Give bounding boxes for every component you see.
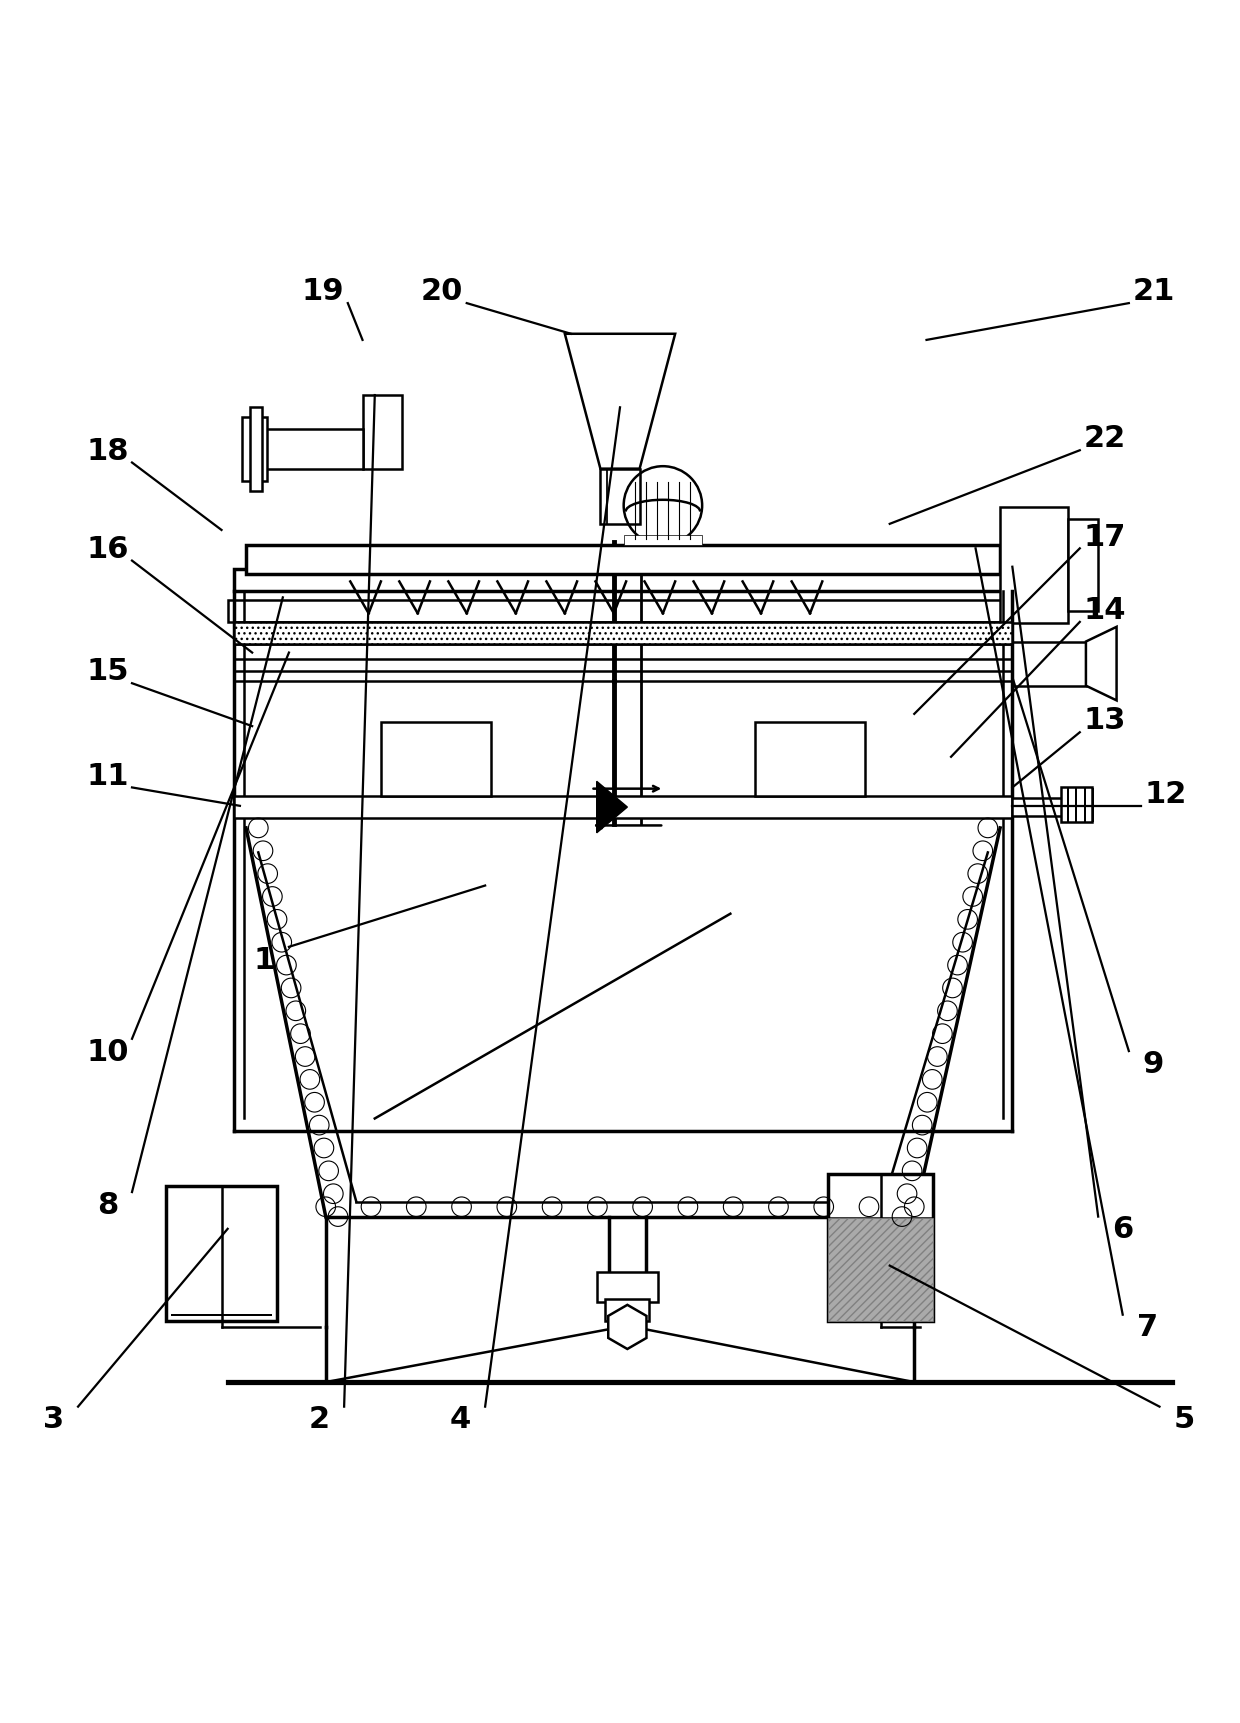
- Bar: [624, 536, 702, 546]
- Bar: [228, 601, 1018, 622]
- Text: 20: 20: [422, 277, 464, 307]
- Text: 22: 22: [1084, 424, 1126, 453]
- Polygon shape: [565, 334, 675, 469]
- Bar: [264, 431, 362, 469]
- Bar: [381, 724, 491, 796]
- Bar: [596, 1272, 658, 1303]
- Text: 10: 10: [87, 1037, 129, 1067]
- Text: 17: 17: [1083, 522, 1126, 551]
- Text: 19: 19: [303, 277, 345, 307]
- Bar: [1012, 799, 1074, 817]
- Bar: [242, 419, 267, 482]
- Bar: [828, 1218, 932, 1322]
- Bar: [1001, 507, 1068, 624]
- Text: 1: 1: [254, 944, 275, 973]
- Polygon shape: [596, 782, 627, 834]
- Text: 4: 4: [450, 1404, 471, 1434]
- Bar: [605, 1299, 650, 1322]
- Text: 7: 7: [1137, 1313, 1158, 1342]
- Text: 8: 8: [97, 1191, 118, 1220]
- Text: 11: 11: [87, 762, 129, 791]
- Text: 15: 15: [87, 656, 129, 686]
- Text: 16: 16: [87, 534, 129, 563]
- Text: 2: 2: [309, 1404, 330, 1434]
- Polygon shape: [1086, 627, 1116, 701]
- Bar: [234, 570, 1012, 593]
- Text: 3: 3: [43, 1404, 64, 1434]
- Bar: [600, 469, 640, 524]
- Bar: [1061, 787, 1092, 822]
- Text: 13: 13: [1083, 706, 1126, 736]
- Bar: [249, 408, 262, 491]
- Text: 12: 12: [1145, 779, 1187, 808]
- Bar: [234, 622, 1012, 644]
- Bar: [1012, 643, 1086, 686]
- Bar: [246, 546, 1001, 575]
- Text: 6: 6: [1112, 1215, 1133, 1244]
- Text: 5: 5: [1173, 1404, 1194, 1434]
- Text: 18: 18: [87, 436, 129, 465]
- Text: 9: 9: [1143, 1049, 1164, 1079]
- Bar: [362, 396, 402, 469]
- Bar: [828, 1173, 932, 1322]
- Bar: [755, 724, 866, 796]
- Bar: [234, 796, 1012, 818]
- Bar: [1068, 520, 1099, 612]
- Bar: [234, 622, 1012, 644]
- Bar: [166, 1185, 277, 1322]
- Text: 14: 14: [1083, 596, 1126, 625]
- Text: 21: 21: [1132, 277, 1174, 307]
- Bar: [258, 546, 988, 574]
